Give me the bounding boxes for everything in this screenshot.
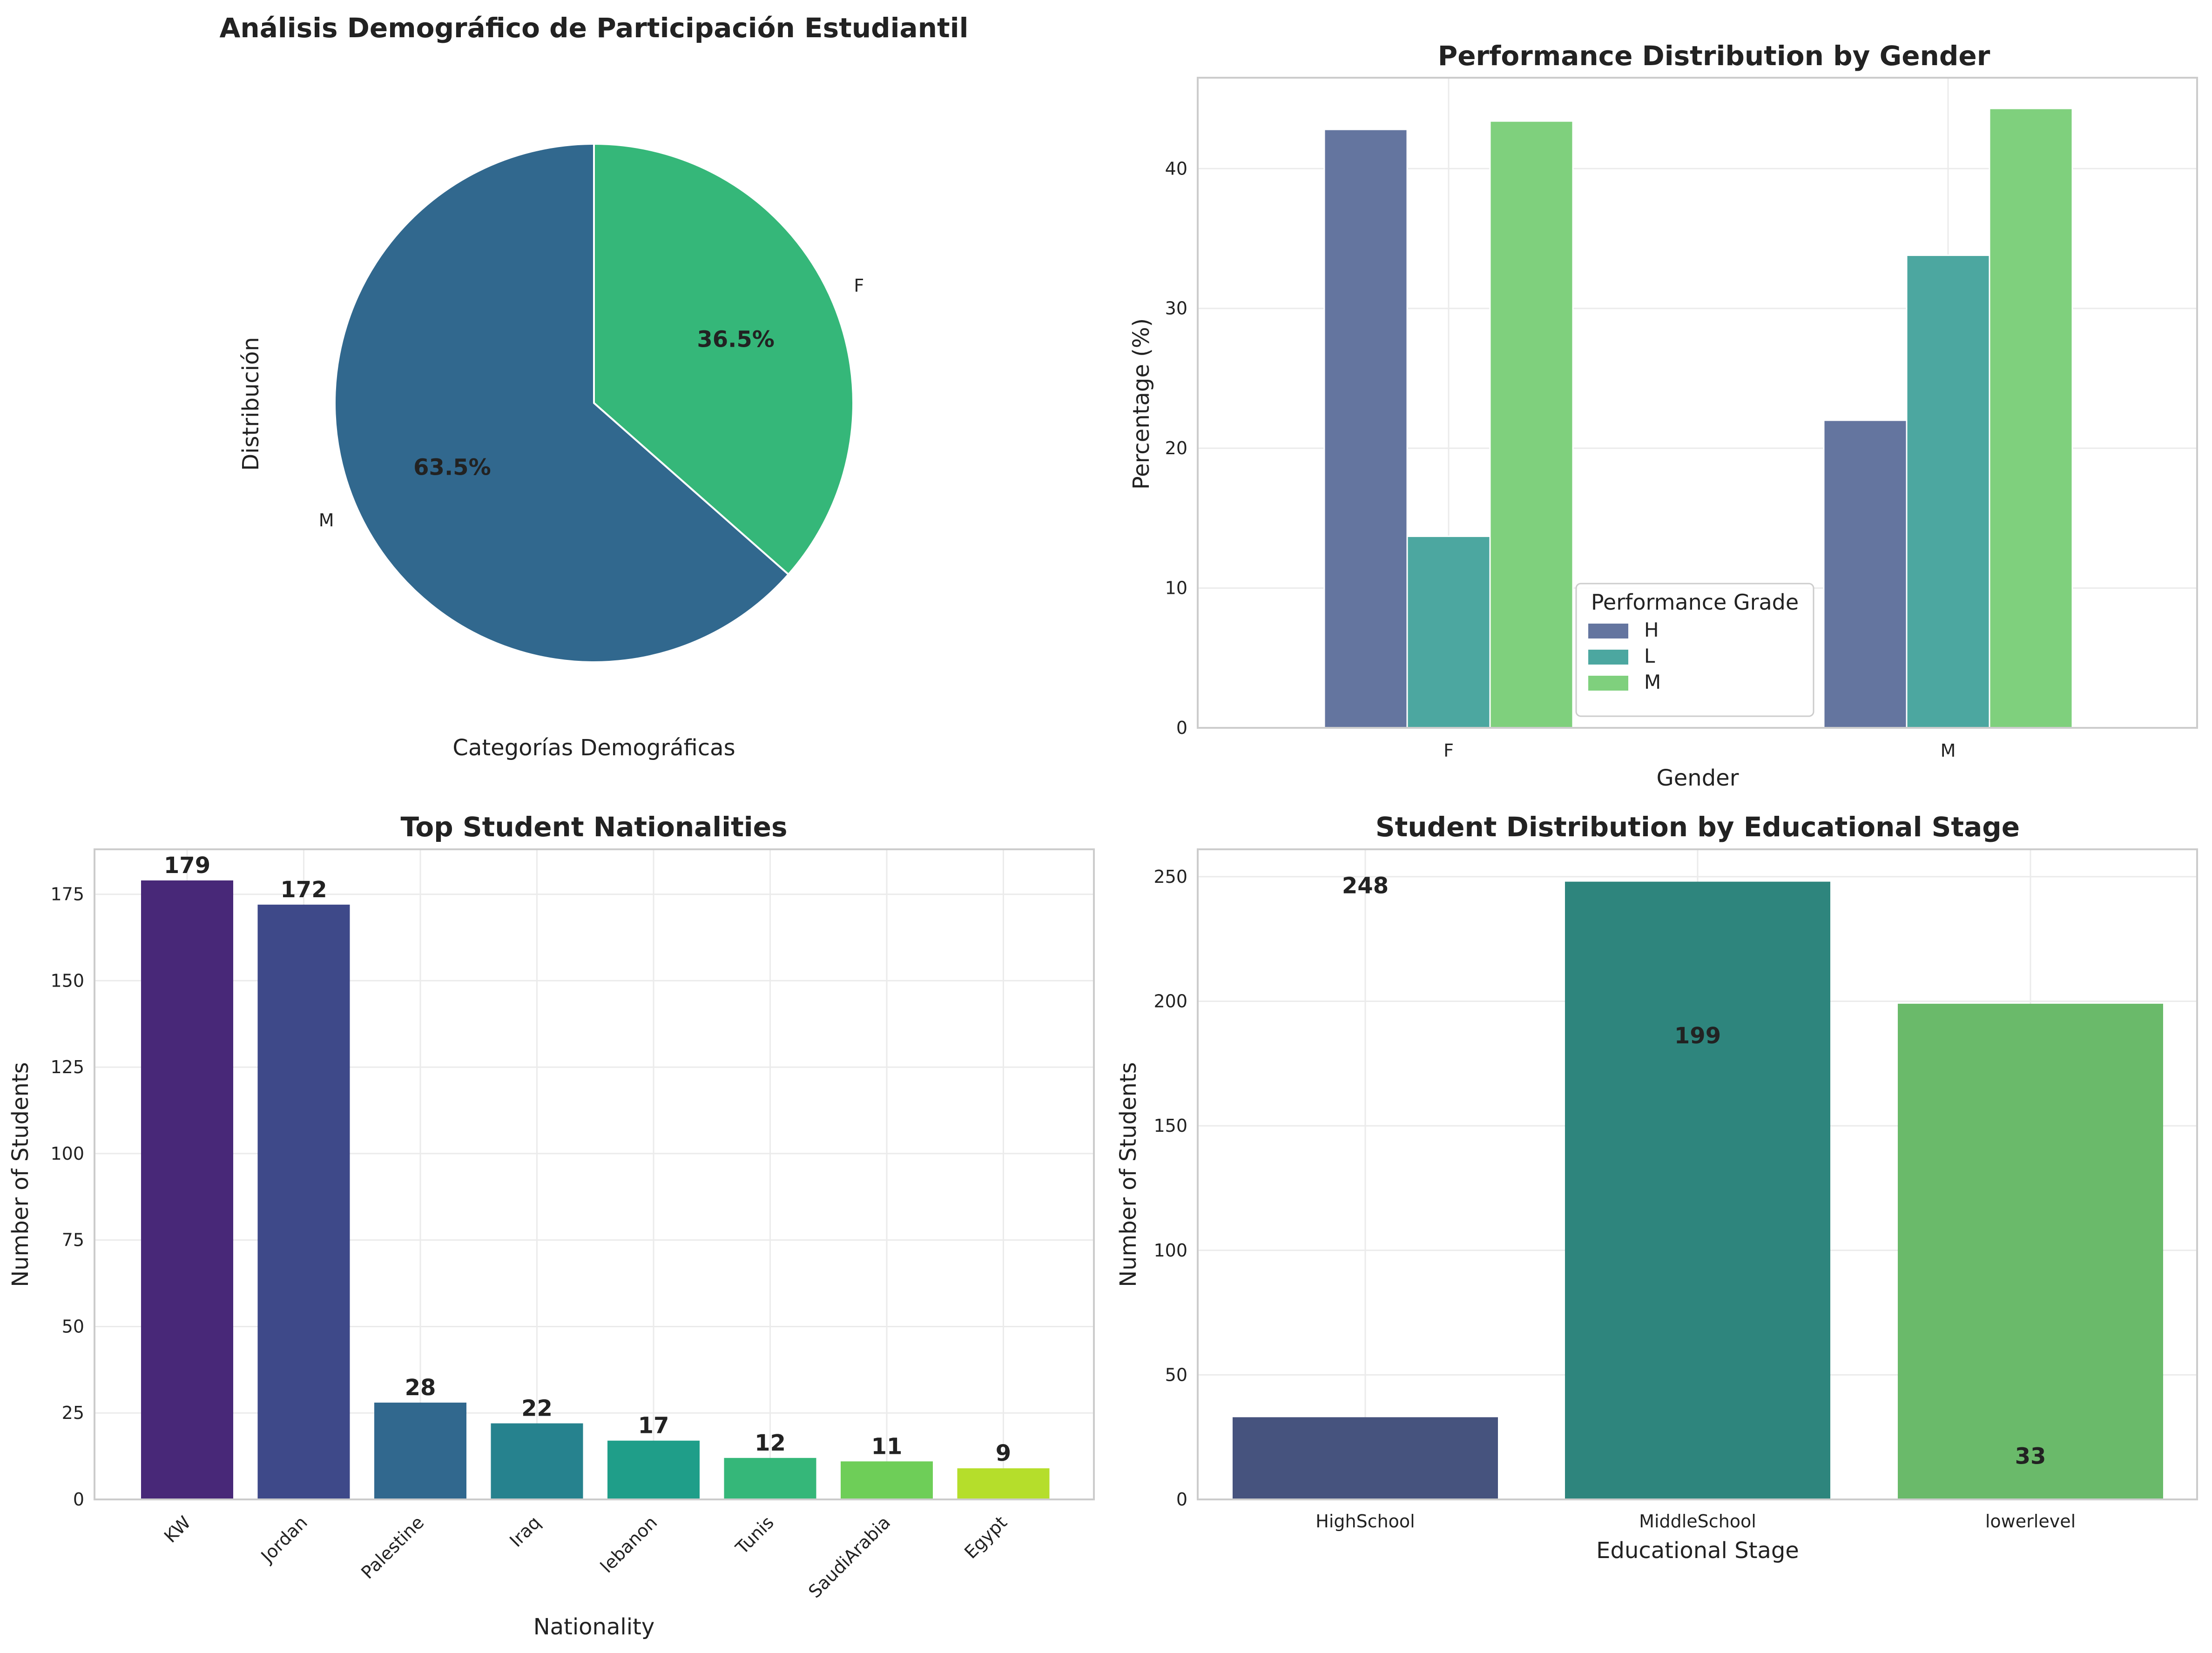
nationality-ytick: 50 (62, 1316, 84, 1337)
nationality-value-jordan: 172 (280, 877, 327, 903)
stage-ytick: 250 (1153, 867, 1187, 887)
stage-value-label: 199 (1674, 1023, 1721, 1049)
pie-percent-m: 63.5% (413, 455, 491, 481)
pie-slice-m (334, 142, 790, 663)
nationality-chart-xlabel: Nationality (533, 1614, 655, 1640)
nationality-value-egypt: 9 (996, 1440, 1011, 1466)
stage-chart-ylabel: Number of Students (1115, 1062, 1141, 1287)
stage-chart-xlabel: Educational Stage (1596, 1538, 1799, 1564)
nationality-ytick: 150 (50, 970, 84, 991)
nationality-bar-egypt (957, 1468, 1050, 1499)
nationality-bar-jordan (257, 904, 350, 1499)
nationality-ytick: 100 (50, 1143, 84, 1164)
nationality-bar-lebanon (607, 1440, 700, 1499)
stage-ytick: 0 (1176, 1489, 1187, 1510)
gender-ytick: 10 (1165, 578, 1187, 598)
gender-xtick-f: F (1443, 740, 1454, 761)
nationality-ytick: 25 (62, 1403, 84, 1423)
nationality-value-iraq: 22 (521, 1396, 553, 1422)
pie-percent-f: 36.5% (697, 326, 775, 352)
gender-ytick: 20 (1165, 438, 1187, 458)
gender-bar-f-l (1406, 535, 1491, 729)
nationality-bar-kw (141, 880, 233, 1499)
stage-xtick-middleschool: MiddleSchool (1639, 1511, 1756, 1532)
pie-slice-f (593, 142, 854, 576)
stage-value-label: 248 (1342, 873, 1389, 899)
gender-bar-m-m (1989, 108, 2073, 729)
nationality-value-kw: 179 (164, 853, 210, 879)
nationality-bar-palestine (374, 1402, 466, 1499)
legend-label-l: L (1644, 645, 1655, 667)
nationality-value-lebanon: 17 (638, 1413, 669, 1439)
pie-chart-title: Análisis Demográfico de Participación Es… (220, 12, 969, 44)
nationality-bar-saudiarabia (841, 1461, 933, 1499)
nationality-chart-title: Top Student Nationalities (400, 811, 787, 843)
nationality-chart-ylabel: Number of Students (7, 1062, 34, 1287)
gender-chart-legend: Performance Grade HLM (1575, 583, 1814, 717)
legend-title: Performance Grade (1591, 590, 1799, 615)
nationality-bar-iraq (491, 1423, 583, 1499)
nationality-chart-frame (94, 848, 1095, 1500)
gender-bar-m-l (1906, 255, 1990, 729)
pie-label-f: F (854, 276, 864, 296)
gender-performance-panel: Performance Distribution by Gender 0 10 20… (1128, 40, 2198, 791)
gender-chart-frame (1197, 77, 2198, 729)
stage-chart-frame (1197, 848, 2198, 1500)
nationality-value-saudiarabia: 11 (871, 1433, 903, 1459)
stage-chart-title: Student Distribution by Educational Stag… (1376, 811, 2020, 843)
legend-swatch-h (1588, 624, 1628, 638)
stage-ytick: 50 (1165, 1364, 1187, 1385)
stage-ytick: 200 (1153, 991, 1187, 1012)
pie-chart-panel: Análisis Demográfico de Participación Es… (220, 12, 969, 761)
nationality-ytick: 0 (73, 1489, 84, 1510)
nationality-ytick: 125 (50, 1057, 84, 1077)
stage-bar-middleschool (1565, 881, 1830, 1499)
gender-chart-ylabel: Percentage (%) (1128, 318, 1154, 490)
stage-bar-lowerlevel (1898, 1003, 2163, 1499)
gender-bar-m-h (1823, 419, 1908, 729)
nationality-bar-tunis (724, 1458, 816, 1499)
legend-label-m: M (1644, 671, 1661, 693)
gender-ytick: 40 (1165, 158, 1187, 179)
gender-ytick: 0 (1176, 718, 1187, 738)
gender-ytick: 30 (1165, 298, 1187, 319)
stage-ytick: 100 (1153, 1240, 1187, 1261)
nationality-ytick: 75 (62, 1230, 84, 1250)
legend-label-h: H (1644, 618, 1659, 641)
nationality-value-tunis: 12 (755, 1430, 786, 1456)
gender-bar-f-h (1323, 128, 1408, 729)
legend-swatch-l (1588, 650, 1628, 665)
gender-bar-f-m (1489, 120, 1574, 729)
pie-chart-xlabel: Categorías Demográficas (452, 735, 735, 761)
stage-xtick-lowerlevel: lowerlevel (1985, 1511, 2076, 1532)
gender-chart-xlabel: Gender (1657, 765, 1739, 791)
stage-ytick: 150 (1153, 1115, 1187, 1136)
nationality-ytick: 175 (50, 884, 84, 905)
gender-xtick-m: M (1941, 740, 1956, 761)
legend-swatch-m (1588, 676, 1628, 691)
pie-chart-ylabel: Distribución (238, 337, 264, 471)
nationality-value-palestine: 28 (405, 1375, 436, 1401)
stage-value-label: 33 (2015, 1443, 2046, 1469)
stage-bar-highschool (1233, 1417, 1498, 1499)
pie-label-m: M (319, 510, 334, 531)
gender-chart-title: Performance Distribution by Gender (1438, 40, 1990, 72)
stage-xtick-highschool: HighSchool (1315, 1511, 1415, 1532)
stage-panel: Student Distribution by Educational Stag… (1115, 811, 2198, 1564)
